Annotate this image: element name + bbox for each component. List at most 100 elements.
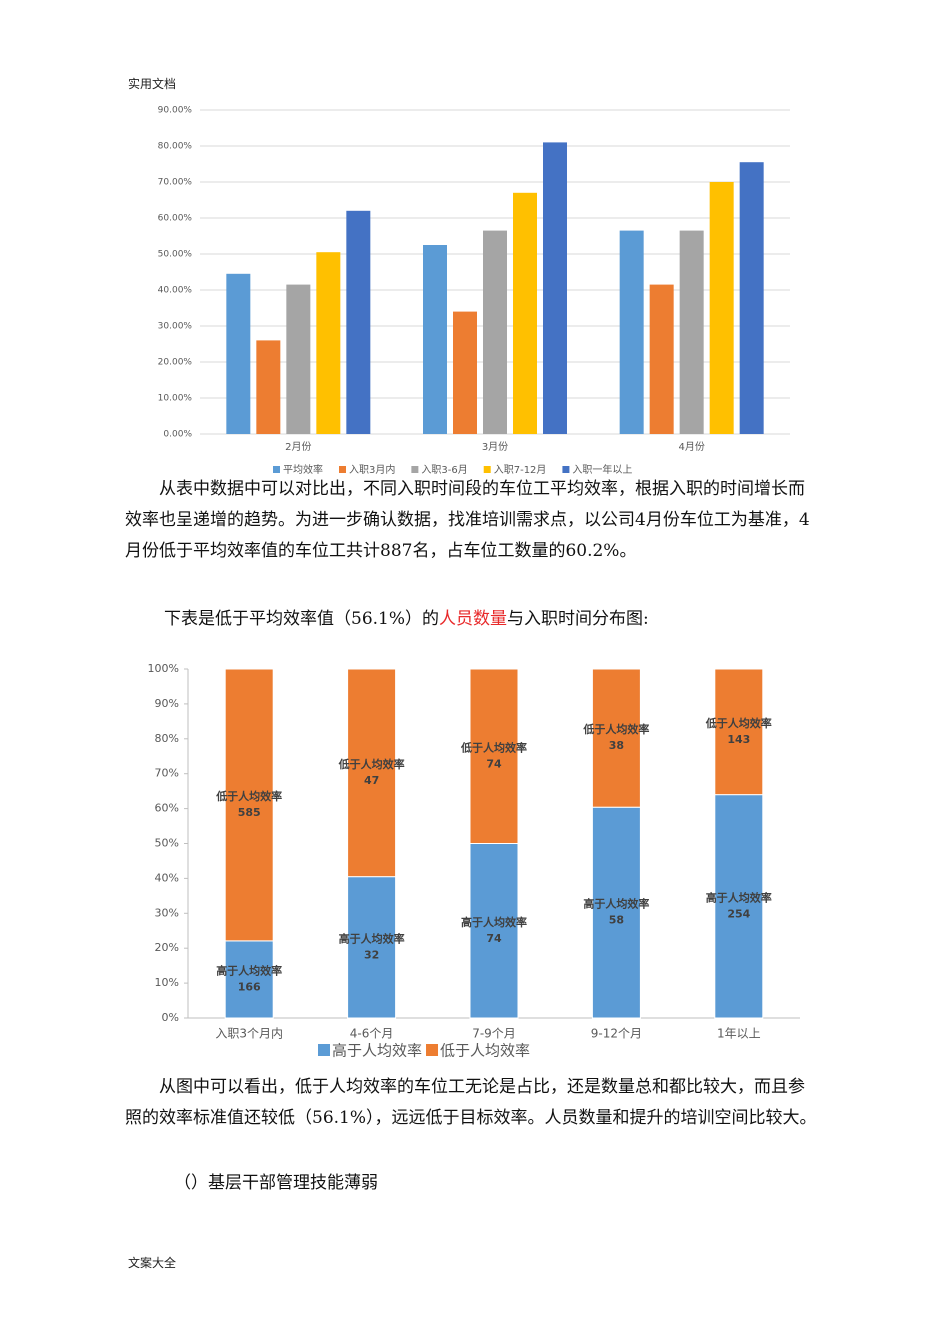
segment-label: 低于人均效率 <box>582 722 649 736</box>
bar <box>453 311 477 434</box>
x-tick-label: 3月份 <box>482 441 508 453</box>
y-tick-label: 70.00% <box>158 178 193 188</box>
x-tick-label: 7-9个月 <box>472 1027 516 1041</box>
legend-swatch <box>483 466 491 473</box>
data-label: 166 <box>238 980 261 993</box>
y-tick-label: 90% <box>155 697 179 710</box>
x-tick-label: 1年以上 <box>717 1027 761 1041</box>
y-tick-label: 70% <box>155 767 179 780</box>
legend-swatch <box>273 466 280 473</box>
chart: 0%10%20%30%40%50%60%70%80%90%100%入职3个月内高… <box>148 662 800 1060</box>
y-tick-label: 0% <box>162 1011 179 1024</box>
bar <box>619 230 644 434</box>
bar <box>709 182 734 434</box>
legend-label: 入职3月内 <box>349 463 395 476</box>
y-tick-label: 60% <box>155 802 179 815</box>
legend-swatch <box>411 466 419 473</box>
bar-segment <box>591 668 641 808</box>
bar <box>286 284 311 434</box>
legend-label: 低于人均效率 <box>440 1042 530 1060</box>
bar <box>513 192 537 434</box>
legend-label: 入职一年以上 <box>572 463 632 476</box>
segment-label: 高于人均效率 <box>461 915 527 929</box>
y-tick-label: 50.00% <box>158 250 193 260</box>
segment-label: 低于人均效率 <box>705 716 772 730</box>
data-label: 585 <box>238 806 261 819</box>
bar <box>679 230 704 434</box>
bar <box>316 252 341 434</box>
x-tick-label: 9-12个月 <box>591 1027 642 1041</box>
y-tick-label: 30.00% <box>158 322 193 332</box>
legend-swatch <box>426 1044 439 1056</box>
paragraph: 从表中数据中可以对比出，不同入职时间段的车位工平均效率，根据入职的时间增长而效率… <box>125 474 820 567</box>
y-tick-label: 90.00% <box>158 106 193 116</box>
y-tick-label: 20% <box>155 941 179 954</box>
data-label: 143 <box>727 733 750 746</box>
text-segment: （）基层干部管理技能薄弱 <box>174 1173 378 1193</box>
segment-label: 高于人均效率 <box>216 963 282 977</box>
legend-swatch <box>318 1044 330 1056</box>
bar-segment <box>224 940 274 1019</box>
y-tick-label: 10.00% <box>158 394 193 404</box>
y-tick-label: 50% <box>155 837 179 850</box>
y-tick-label: 100% <box>148 662 179 675</box>
segment-label: 低于人均效率 <box>215 789 282 803</box>
data-label: 74 <box>486 932 502 945</box>
segment-label: 高于人均效率 <box>339 931 405 945</box>
text-segment: 从图中可以看出，低于人均效率的车位工无论是占比，还是数量总和都比较大，而且参照的… <box>125 1077 817 1128</box>
bar-segment <box>469 668 519 844</box>
data-label: 58 <box>609 914 624 927</box>
segment-label: 低于人均效率 <box>460 740 527 754</box>
paragraph: （）基层干部管理技能薄弱 <box>140 1168 835 1199</box>
x-tick-label: 4月份 <box>678 441 704 453</box>
legend-label: 高于人均效率 <box>332 1042 422 1060</box>
y-tick-label: 20.00% <box>158 358 193 368</box>
legend-label: 入职7-12月 <box>494 464 547 476</box>
chart: 0.00% 10.00% 20.00% 30.00% 40.00% 50.00% 60.00… <box>158 106 790 476</box>
x-tick-label: 2月份 <box>285 441 311 453</box>
data-label: 38 <box>609 739 624 752</box>
y-tick-label: 40.00% <box>158 286 193 296</box>
bar-segment <box>347 668 397 878</box>
bar-segment <box>347 876 397 1019</box>
y-tick-label: 60.00% <box>158 214 193 224</box>
legend-swatch <box>562 466 570 473</box>
text-segment: 下表是低于平均效率值（56.1%）的 <box>164 609 440 629</box>
bar <box>423 245 447 434</box>
bar <box>483 230 507 434</box>
text-segment: 与入职时间分布图: <box>507 609 649 629</box>
segment-label: 低于人均效率 <box>338 757 405 771</box>
y-tick-label: 10% <box>155 976 179 989</box>
y-tick-label: 30% <box>155 906 179 919</box>
bar-segment <box>714 794 764 1019</box>
data-label: 32 <box>364 948 379 961</box>
bar <box>739 162 764 434</box>
text-segment: 从表中数据中可以对比出，不同入职时间段的车位工平均效率，根据入职的时间增长而效率… <box>125 479 810 561</box>
segment-label: 高于人均效率 <box>583 897 649 911</box>
paragraph: 下表是低于平均效率值（56.1%）的人员数量与入职时间分布图: <box>130 604 825 635</box>
bar <box>649 284 674 434</box>
header: 实用文档 <box>128 77 177 91</box>
bar <box>346 210 371 434</box>
x-tick-label: 入职3个月内 <box>215 1027 283 1041</box>
legend-swatch <box>339 466 346 473</box>
data-label: 254 <box>727 907 750 920</box>
bar-segment <box>714 668 764 796</box>
segment-label: 高于人均效率 <box>706 890 772 904</box>
data-label: 47 <box>364 774 379 787</box>
paragraph: 从图中可以看出，低于人均效率的车位工无论是占比，还是数量总和都比较大，而且参照的… <box>125 1072 820 1134</box>
bar-segment <box>224 668 274 942</box>
y-tick-label: 80.00% <box>158 142 193 152</box>
y-tick-label: 80% <box>155 732 179 745</box>
legend-label: 入职3-6月 <box>421 464 467 476</box>
text-segment: 人员数量 <box>439 609 508 629</box>
data-label: 74 <box>486 757 502 770</box>
footer: 文案大全 <box>128 1256 177 1270</box>
x-tick-label: 4-6个月 <box>350 1027 394 1041</box>
bar <box>256 340 281 434</box>
y-tick-label: 40% <box>155 871 179 884</box>
y-tick-label: 0.00% <box>163 430 192 440</box>
legend-label: 平均效率 <box>283 463 323 476</box>
bar-segment <box>469 843 519 1019</box>
